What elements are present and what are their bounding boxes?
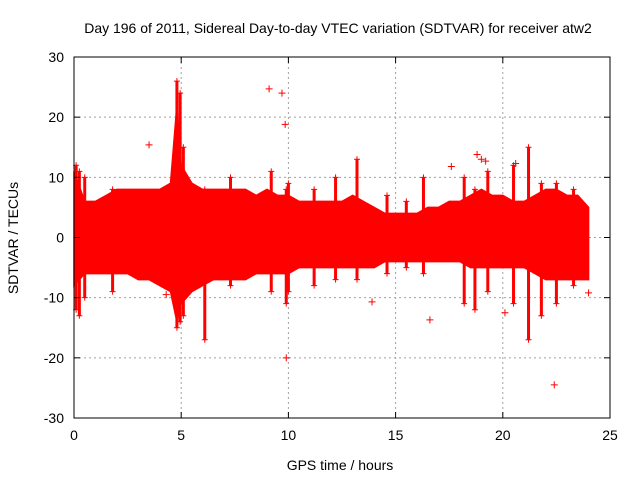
data-point-marker [109,186,116,193]
data-point-marker [177,90,184,97]
data-point-marker [76,312,83,319]
data-point-marker [403,264,410,271]
chart-title: Day 196 of 2011, Sidereal Day-to-day VTE… [84,20,592,36]
y-axis-title: SDTVAR / TECUs [5,182,21,294]
data-point-marker [285,288,292,295]
data-point-marker [227,174,234,181]
data-point-marker [311,186,318,193]
data-point [447,163,455,171]
data-point-marker [180,312,187,319]
tick-layer: 0 5 10 15 20 25 -30 -20 -10 0 10 20 30 [44,49,618,443]
x-tick-label: 10 [281,427,297,443]
data-point [145,141,153,149]
data-point-marker [538,312,545,319]
data-point [585,289,593,297]
y-tick-label: 0 [56,230,64,246]
x-tick-label: 15 [388,427,404,443]
data-point-marker [420,174,427,181]
data-point-marker [76,168,83,175]
data-point [265,85,273,93]
data-point-marker [332,276,339,283]
data-point-marker [538,180,545,187]
data-point [501,309,509,317]
y-tick-label: -20 [44,350,64,366]
x-tick-label: 20 [495,427,511,443]
y-tick-label: 10 [48,169,64,185]
data-point-marker [173,78,180,85]
data-layer [73,78,593,389]
x-tick-label: 0 [70,427,78,443]
data-point [278,89,286,97]
data-point-marker [471,306,478,313]
data-point [426,316,434,324]
y-tick-label: -30 [44,410,64,426]
data-point-marker [81,174,88,181]
x-axis-title: GPS time / hours [287,457,394,473]
data-point-marker [268,288,275,295]
data-point-marker [461,300,468,307]
y-tick-label: 20 [48,109,64,125]
data-point-marker [461,174,468,181]
data-point [282,354,290,362]
data-point-marker [173,324,180,331]
data-point [281,120,289,128]
data-point-marker [283,300,290,307]
data-point-marker [177,318,184,325]
data-point-marker [384,270,391,277]
data-point-marker [525,336,532,343]
data-point-marker [420,270,427,277]
data-point [473,150,481,158]
data-point-marker [227,282,234,289]
data-point-marker [484,288,491,295]
data-point-marker [201,336,208,343]
data-point [477,155,485,163]
data-point [162,291,170,299]
data-point [550,381,558,389]
data-point-marker [403,198,410,205]
y-tick-label: -10 [44,290,64,306]
data-point-marker [311,282,318,289]
data-point-marker [553,300,560,307]
data-point-marker [109,288,116,295]
data-point-marker [354,156,361,163]
data-point [512,159,520,167]
data-band [73,105,590,322]
data-point-marker [471,186,478,193]
y-tick-label: 30 [48,49,64,65]
data-point [482,157,490,165]
data-point-marker [510,300,517,307]
data-point [368,298,376,306]
data-point-marker [570,186,577,193]
data-point-marker [201,186,208,193]
data-point-marker [384,192,391,199]
data-point-marker [484,168,491,175]
data-point-marker [81,294,88,301]
data-point-marker [354,276,361,283]
data-point-marker [285,180,292,187]
data-point-marker [180,144,187,151]
x-tick-label: 5 [177,427,185,443]
data-point-marker [553,180,560,187]
data-point-marker [570,282,577,289]
data-point-marker [332,174,339,181]
data-point-marker [525,144,532,151]
x-tick-label: 25 [602,427,618,443]
data-point-marker [268,168,275,175]
